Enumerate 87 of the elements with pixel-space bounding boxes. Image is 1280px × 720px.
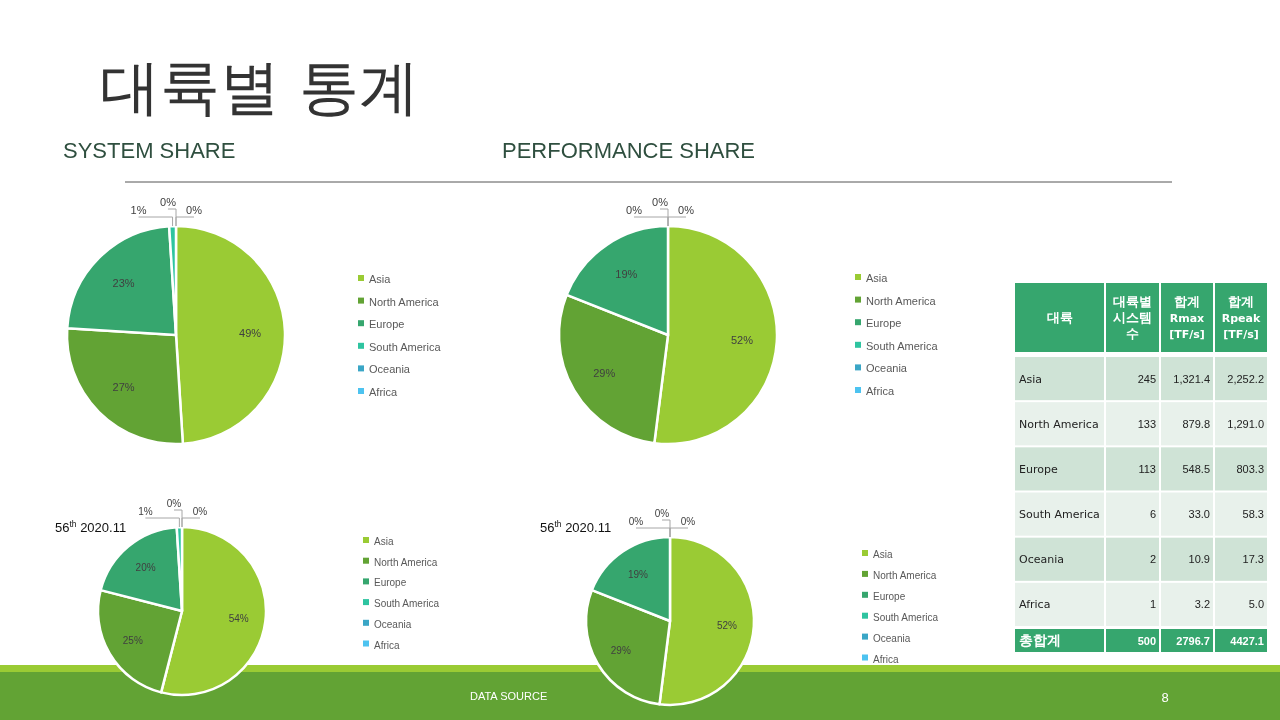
data-label: 20% bbox=[135, 561, 156, 573]
text: 합계 Rpeak [TF/s] bbox=[1221, 293, 1261, 341]
data-label: 52% bbox=[717, 619, 738, 631]
legend-label: Europe bbox=[374, 577, 407, 589]
text: 합계 Rmax [TF/s] bbox=[1169, 293, 1205, 341]
text: Asia bbox=[1019, 372, 1043, 386]
data-label: 54% bbox=[228, 613, 249, 625]
text: DATA SOURCE bbox=[470, 690, 548, 702]
legend-label: Oceania bbox=[374, 618, 412, 630]
chart-title: 대륙별 통계 bbox=[100, 52, 420, 122]
text: 8 bbox=[1161, 690, 1169, 705]
text: 6 bbox=[1149, 508, 1156, 521]
text: 0% bbox=[680, 516, 696, 527]
chart-title: 56$^{th}$ 2020.11 bbox=[540, 519, 612, 535]
text: 10.9 bbox=[1188, 553, 1210, 566]
data-label: 19% bbox=[627, 568, 649, 580]
text: 대륙 bbox=[1046, 309, 1073, 325]
legend-label: South America bbox=[873, 611, 939, 623]
data-label: 29% bbox=[610, 645, 631, 657]
text: 2 bbox=[1149, 553, 1156, 566]
text: 0% bbox=[652, 196, 668, 208]
data-label: 52% bbox=[730, 333, 754, 346]
text: 1,321.4 bbox=[1173, 372, 1210, 385]
text: 5.0 bbox=[1248, 598, 1264, 611]
text: 113 bbox=[1138, 462, 1156, 475]
chart-subtitle: SYSTEM SHARE bbox=[63, 138, 236, 163]
legend-label: South America bbox=[866, 339, 939, 352]
legend-label: Africa bbox=[369, 386, 398, 398]
text: 0% bbox=[628, 516, 644, 527]
legend-label: Africa bbox=[374, 639, 400, 651]
text: 대륙별 시스템 수 bbox=[1113, 293, 1152, 341]
data-label: 29% bbox=[593, 366, 616, 379]
text: 0% bbox=[678, 204, 694, 216]
text: 2796.7 bbox=[1176, 634, 1210, 647]
text: 803.3 bbox=[1236, 462, 1264, 475]
text: 1 bbox=[1149, 598, 1156, 611]
data-label: 23% bbox=[112, 276, 135, 289]
data-label: 1% bbox=[138, 506, 153, 517]
text: Europe bbox=[1019, 462, 1058, 476]
legend-label: Asia bbox=[369, 273, 392, 285]
legend-label: Oceania bbox=[369, 363, 411, 376]
text: 2,252.2 bbox=[1227, 372, 1264, 385]
legend-label: North America bbox=[873, 569, 937, 581]
text: South America bbox=[1019, 508, 1100, 522]
text: 0% bbox=[166, 498, 182, 509]
legend-label: Africa bbox=[866, 385, 895, 397]
legend-label: Asia bbox=[873, 549, 893, 560]
text: 548.5 bbox=[1182, 462, 1210, 475]
data-label: 1% bbox=[130, 204, 147, 216]
legend-label: Asia bbox=[866, 272, 889, 284]
text: North America bbox=[1019, 417, 1099, 431]
text: 133 bbox=[1137, 417, 1156, 430]
text: 0% bbox=[626, 204, 642, 216]
legend-label: Africa bbox=[873, 653, 899, 665]
legend-label: North America bbox=[369, 295, 440, 308]
text: 56$^{th}$ 2020.11 bbox=[55, 519, 127, 535]
text: 17.3 bbox=[1242, 553, 1264, 566]
data-label: 49% bbox=[239, 326, 262, 339]
data-label: 27% bbox=[112, 381, 135, 394]
chart-title: PERFORMANCE SHARE bbox=[502, 138, 756, 163]
text: Africa bbox=[1019, 598, 1051, 612]
legend-label: South America bbox=[374, 598, 440, 610]
text: 0% bbox=[186, 204, 202, 216]
text: 879.8 bbox=[1182, 417, 1210, 430]
data-label: 25% bbox=[122, 635, 143, 647]
legend-label: South America bbox=[369, 340, 442, 353]
text: Oceania bbox=[1019, 553, 1064, 567]
legend-label: Asia bbox=[374, 536, 394, 547]
text: 33.0 bbox=[1188, 508, 1210, 521]
text: 1,291.0 bbox=[1227, 417, 1264, 430]
text: 0% bbox=[654, 508, 670, 519]
text: 500 bbox=[1137, 634, 1156, 647]
text: 총합계 bbox=[1019, 631, 1061, 648]
text: 245 bbox=[1137, 372, 1156, 385]
text: 58.3 bbox=[1242, 508, 1264, 521]
text: 3.2 bbox=[1194, 598, 1210, 611]
data-label: 19% bbox=[615, 267, 638, 280]
legend-label: Oceania bbox=[866, 362, 908, 375]
legend-label: North America bbox=[866, 294, 937, 307]
legend-label: Oceania bbox=[873, 632, 911, 644]
legend-label: Europe bbox=[873, 590, 906, 602]
legend-label: North America bbox=[374, 556, 438, 568]
text: 0% bbox=[160, 196, 176, 208]
text: 0% bbox=[192, 506, 208, 517]
text: 4427.1 bbox=[1230, 634, 1264, 647]
legend-label: Europe bbox=[866, 317, 902, 330]
legend-label: Europe bbox=[369, 318, 405, 331]
